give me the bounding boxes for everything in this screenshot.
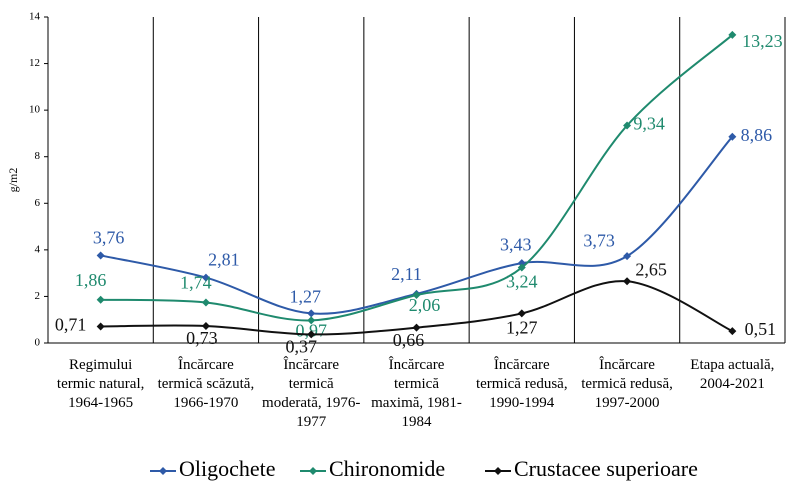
x-tick-label: Etapa actuală, 2004-2021	[690, 357, 775, 392]
y-tick-label: 0	[35, 337, 41, 349]
x-tick-label: Încărcare termică moderată, 1976-1977	[262, 357, 361, 430]
y-tick-label: 12	[29, 57, 40, 69]
marker	[201, 273, 210, 282]
data-label: 3,76	[93, 228, 125, 248]
data-label: 0,66	[393, 330, 425, 350]
y-tick-label: 2	[35, 290, 41, 302]
marker	[412, 291, 421, 300]
data-label: 2,81	[208, 250, 240, 270]
data-label: 9,34	[633, 114, 665, 134]
legend-label: Chironomide	[329, 456, 445, 481]
y-tick-label: 4	[35, 243, 41, 255]
data-label: 1,86	[75, 270, 107, 290]
data-label: 1,74	[180, 273, 212, 293]
marker	[412, 323, 421, 332]
data-label: 2,06	[409, 295, 441, 315]
x-tick-label: Încărcare termică scăzută, 1966-1970	[157, 357, 255, 411]
data-label: 0,73	[186, 328, 218, 348]
marker	[623, 277, 632, 286]
legend-label: Oligochete	[179, 456, 276, 481]
marker	[307, 330, 316, 339]
data-label: 3,43	[500, 234, 532, 254]
data-label: 2,65	[635, 259, 667, 279]
legend-marker	[494, 467, 502, 475]
data-label: 3,24	[506, 272, 538, 292]
y-axis-label: g/m2	[6, 168, 20, 193]
y-tick-label: 10	[29, 104, 41, 116]
data-label: 3,73	[583, 230, 615, 250]
marker	[728, 132, 737, 141]
marker	[201, 298, 210, 307]
y-tick-label: 14	[29, 11, 41, 23]
legend-label: Crustacee superioare	[514, 456, 698, 481]
legend-marker	[309, 467, 317, 475]
marker	[623, 121, 632, 130]
marker	[96, 295, 105, 304]
data-label: 0,37	[285, 337, 317, 357]
legend-marker	[159, 467, 167, 475]
data-label: 0,71	[55, 315, 87, 335]
marker	[623, 252, 632, 261]
x-tick-label: Încărcare termică redusă, 1997-2000	[581, 357, 673, 411]
marker	[307, 309, 316, 318]
x-tick-label: Încărcare termică maximă, 1981-1984	[371, 357, 462, 430]
y-tick-label: 6	[35, 197, 41, 209]
data-label: 0,51	[745, 319, 777, 339]
marker	[728, 327, 737, 336]
marker	[517, 309, 526, 318]
marker	[728, 30, 737, 39]
data-label: 2,11	[391, 264, 422, 284]
data-label: 1,27	[289, 287, 321, 307]
marker	[201, 322, 210, 331]
x-tick-label: Regimului termic natural, 1964-1965	[56, 357, 145, 411]
data-label: 8,86	[741, 125, 773, 145]
marker	[96, 251, 105, 260]
marker	[517, 263, 526, 272]
y-tick-label: 8	[35, 150, 41, 162]
data-label: 13,23	[742, 31, 783, 51]
marker	[96, 322, 105, 331]
marker	[307, 316, 316, 325]
data-label: 1,27	[506, 318, 538, 338]
x-tick-label: Încărcare termică redusă, 1990-1994	[475, 357, 568, 411]
